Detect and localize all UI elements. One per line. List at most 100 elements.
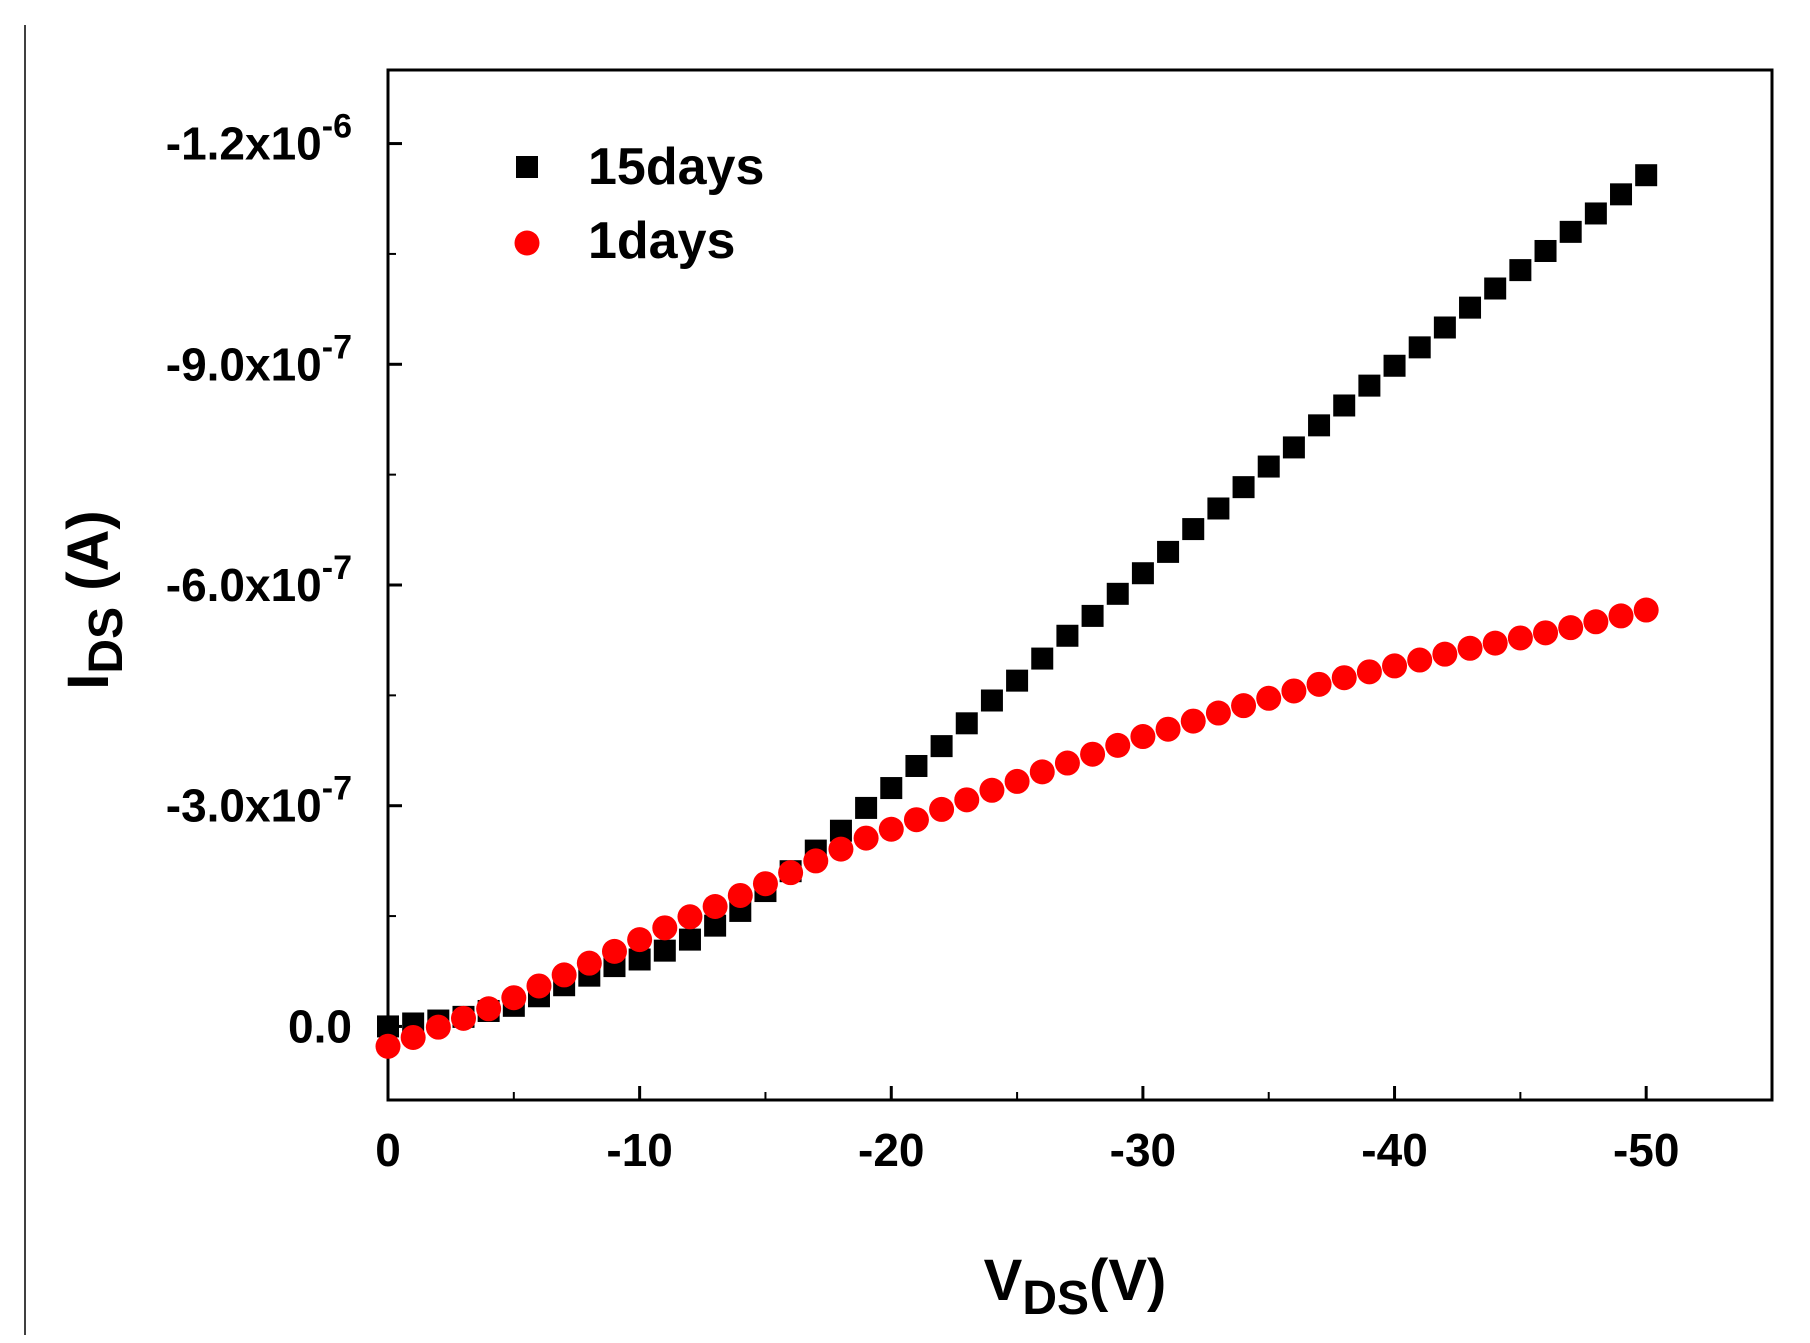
data-point-circle xyxy=(1105,732,1131,758)
data-point-circle xyxy=(1205,700,1231,726)
data-point-circle xyxy=(677,904,703,930)
data-point-circle xyxy=(1155,716,1181,742)
y-tick-label: -1.2x10-6 xyxy=(166,108,352,170)
data-point-circle xyxy=(1432,641,1458,667)
data-point-circle xyxy=(853,825,879,851)
legend-label: 1days xyxy=(588,212,735,270)
x-axis-title-suffix: (V) xyxy=(1089,1248,1166,1313)
x-tick-label: -20 xyxy=(858,1124,924,1176)
y-tick-mantissa: 0.0 xyxy=(288,1000,352,1052)
y-axis-title-suffix: (A) xyxy=(56,510,121,607)
data-point-circle xyxy=(476,996,502,1022)
data-point-circle xyxy=(375,1033,401,1059)
legend-label: 15days xyxy=(588,138,764,196)
x-tick-label: -10 xyxy=(606,1124,672,1176)
data-point-circle xyxy=(1558,615,1584,641)
data-point-square xyxy=(1610,183,1633,206)
y-tick-mantissa: -9.0x10 xyxy=(166,338,322,390)
data-point-square xyxy=(880,777,903,800)
y-tick-mantissa: -1.2x10 xyxy=(166,118,322,170)
data-point-circle xyxy=(1608,603,1634,629)
y-tick-exponent: -7 xyxy=(322,328,352,366)
y-tick-label: 0.0 xyxy=(288,1000,352,1052)
data-point-circle xyxy=(1457,635,1483,661)
data-point-square xyxy=(1106,582,1129,605)
data-point-square xyxy=(1308,414,1331,437)
legend-square-marker xyxy=(516,156,538,178)
y-tick-exponent: -7 xyxy=(322,770,352,808)
data-point-circle xyxy=(1306,671,1332,697)
data-point-circle xyxy=(1482,630,1508,656)
data-point-circle xyxy=(1633,597,1659,623)
data-point-square xyxy=(1056,624,1079,647)
data-point-circle xyxy=(1231,693,1257,719)
data-point-circle xyxy=(752,871,778,897)
data-point-square xyxy=(628,948,651,971)
data-point-square xyxy=(930,735,953,758)
data-point-circle xyxy=(1356,659,1382,685)
data-point-square xyxy=(1333,394,1356,417)
x-tick-label: -30 xyxy=(1110,1124,1176,1176)
data-point-square xyxy=(1635,164,1658,187)
data-point-circle xyxy=(1583,609,1609,635)
x-axis-title-main: V xyxy=(984,1248,1023,1313)
y-axis-title-main: I xyxy=(56,674,121,690)
y-tick-mantissa: -3.0x10 xyxy=(166,780,322,832)
data-point-circle xyxy=(1331,665,1357,691)
data-point-circle xyxy=(576,950,602,976)
legend: 15days 1days xyxy=(514,138,764,270)
data-point-square xyxy=(1006,669,1029,692)
data-point-circle xyxy=(803,848,829,874)
data-point-circle xyxy=(450,1005,476,1031)
data-point-square xyxy=(855,796,878,819)
x-axis: 0 -10 -20 -30 -40 -50 xyxy=(375,1086,1773,1176)
data-point-circle xyxy=(627,927,653,953)
data-point-circle xyxy=(1507,625,1533,651)
data-point-square xyxy=(1358,374,1381,397)
x-tick-label: -50 xyxy=(1613,1124,1679,1176)
series-1days xyxy=(375,597,1659,1059)
data-point-square xyxy=(1131,562,1154,585)
y-tick-label: -9.0x10-7 xyxy=(166,328,352,390)
data-point-square xyxy=(980,689,1003,712)
data-point-circle xyxy=(903,807,929,833)
legend-item: 15days xyxy=(516,138,764,196)
data-point-circle xyxy=(727,882,753,908)
data-point-square xyxy=(678,928,701,951)
data-point-circle xyxy=(1180,708,1206,734)
data-point-square xyxy=(1484,277,1507,300)
x-axis-title: VDS(V) xyxy=(984,1248,1167,1325)
data-point-circle xyxy=(828,836,854,862)
y-axis: 0.0-3.0x10-7-6.0x10-7-9.0x10-7-1.2x10-6 xyxy=(166,108,402,1052)
data-point-square xyxy=(1031,647,1054,670)
y-tick-exponent: -7 xyxy=(322,549,352,587)
legend-circle-marker xyxy=(514,230,540,256)
data-point-circle xyxy=(778,860,804,886)
data-point-square xyxy=(1534,239,1557,262)
data-point-circle xyxy=(929,796,955,822)
data-point-square xyxy=(955,712,978,735)
data-point-square xyxy=(1282,436,1305,459)
data-point-square xyxy=(1081,604,1104,627)
data-point-circle xyxy=(425,1014,451,1040)
data-point-square xyxy=(1584,202,1607,225)
data-point-circle xyxy=(1080,741,1106,767)
data-point-square xyxy=(1459,296,1482,319)
data-point-square xyxy=(704,914,727,937)
data-point-circle xyxy=(1130,724,1156,750)
data-point-square xyxy=(1433,316,1456,339)
data-point-square xyxy=(1232,476,1255,499)
data-point-square xyxy=(377,1015,399,1038)
x-axis-title-subscript: DS xyxy=(1022,1272,1089,1325)
data-point-circle xyxy=(601,938,627,964)
data-point-square xyxy=(1207,497,1230,520)
data-point-circle xyxy=(1533,620,1559,646)
data-point-circle xyxy=(1054,750,1080,776)
data-point-circle xyxy=(551,962,577,988)
data-point-square xyxy=(1257,455,1280,478)
data-point-circle xyxy=(1029,759,1055,785)
data-point-square xyxy=(905,754,928,777)
y-axis-title: IDS (A) xyxy=(56,510,133,689)
series-15days xyxy=(377,164,1658,1038)
y-tick-label: -3.0x10-7 xyxy=(166,770,352,832)
